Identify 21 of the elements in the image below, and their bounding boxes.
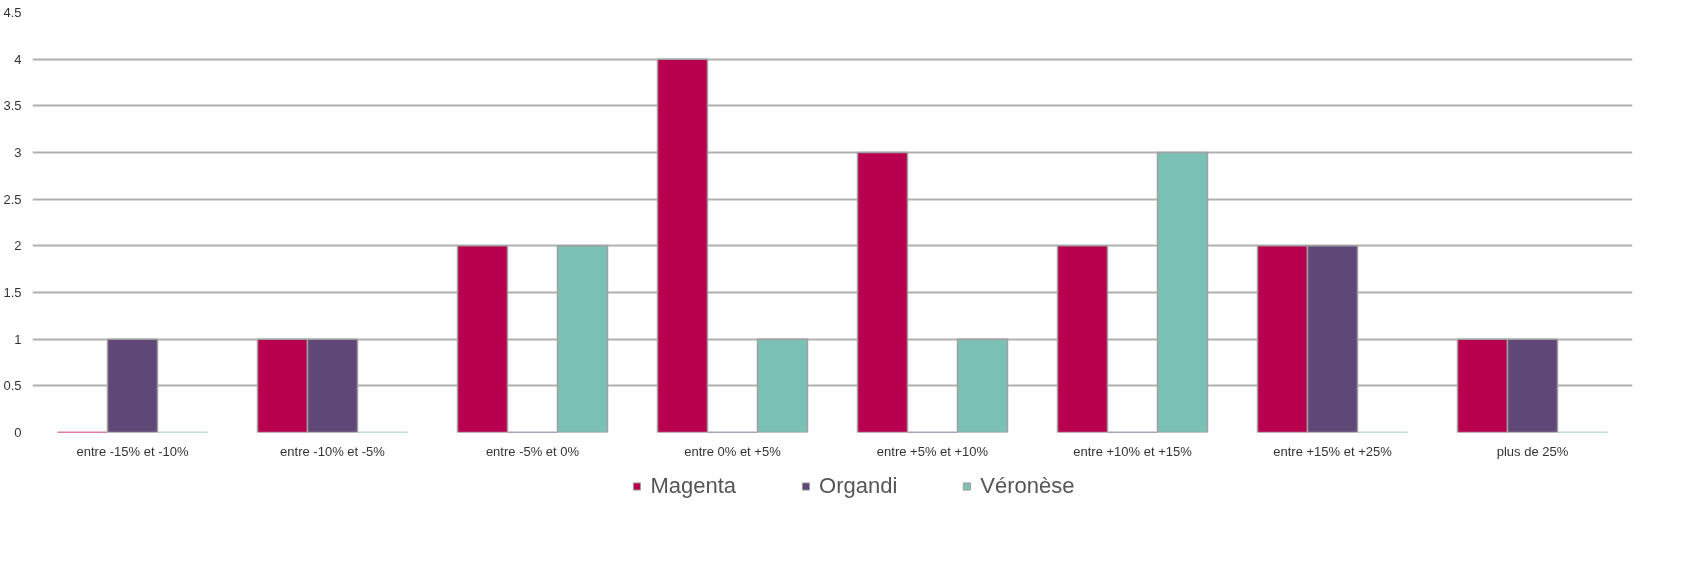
y-tick-label: 4.5 — [3, 5, 22, 20]
legend-label: Organdi — [819, 473, 898, 499]
y-tick-label: 0 — [14, 425, 22, 440]
x-tick-label: plus de 25% — [1496, 443, 1569, 459]
y-tick-label: 1.5 — [3, 285, 22, 300]
x-tick-label: entre +15% et +25% — [1273, 443, 1393, 459]
y-tick-label: 2 — [14, 238, 22, 254]
y-tick-label: 4 — [14, 51, 22, 67]
y-tick-label: 1 — [14, 331, 22, 347]
legend-label: Véronèse — [980, 473, 1075, 499]
legend-label: Magenta — [650, 473, 737, 499]
x-tick-label: entre -5% et 0% — [485, 443, 580, 459]
y-tick-label: 0.5 — [3, 378, 22, 394]
y-tick-label: 2.5 — [3, 191, 22, 207]
y-tick-label: 3.5 — [3, 98, 22, 114]
x-tick-label: entre +5% et +10% — [876, 443, 989, 459]
x-tick-label: entre 0% et +5% — [684, 443, 782, 459]
x-tick-label: entre +10% et +15% — [1073, 443, 1193, 459]
x-tick-label: entre -15% et -10% — [76, 443, 189, 459]
y-tick-label: 3 — [14, 145, 22, 160]
x-tick-label: entre -10% et -5% — [280, 443, 386, 459]
